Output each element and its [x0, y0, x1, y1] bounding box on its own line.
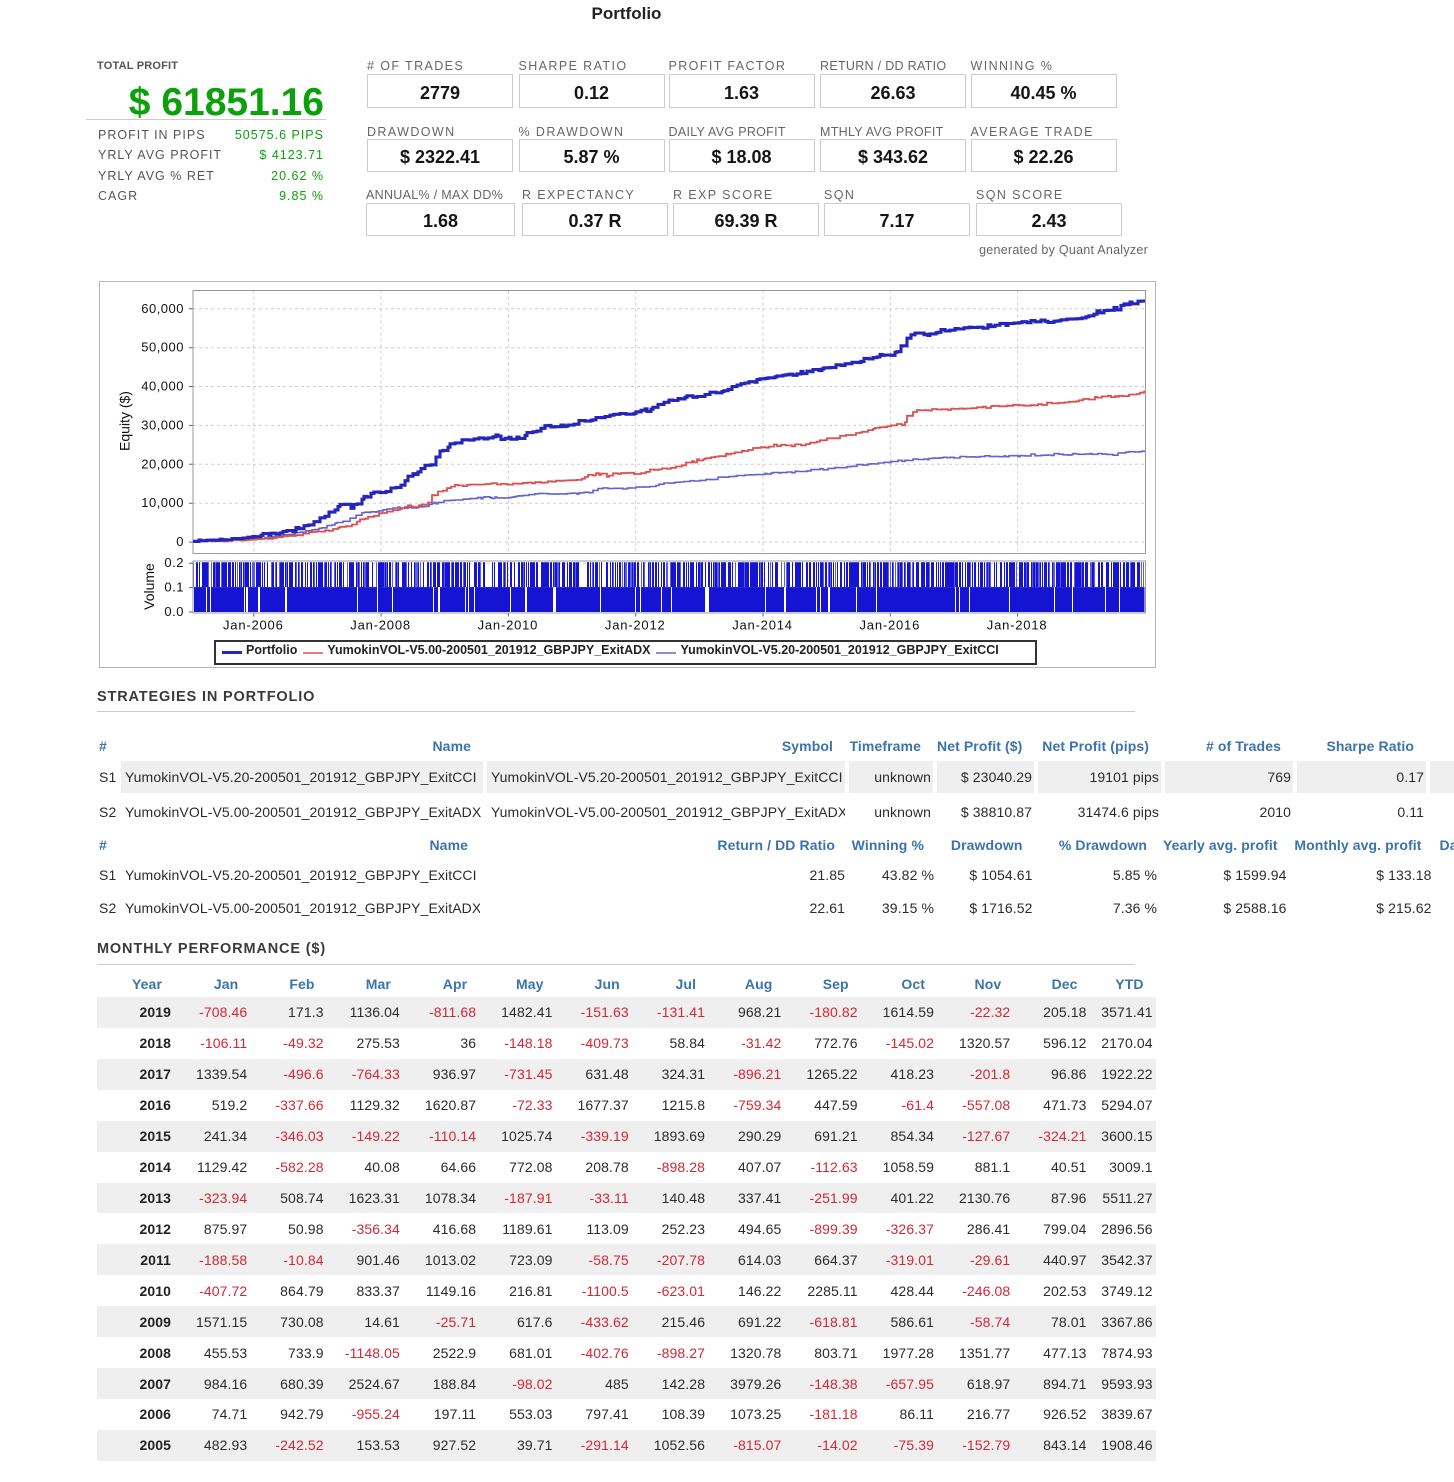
- svg-text:40,000: 40,000: [141, 379, 184, 394]
- svg-text:Jan-2018: Jan-2018: [987, 618, 1048, 633]
- svg-text:Jan-2010: Jan-2010: [478, 618, 539, 633]
- svg-text:Jan-2012: Jan-2012: [605, 618, 666, 633]
- svg-text:20,000: 20,000: [141, 456, 184, 471]
- svg-text:60,000: 60,000: [141, 301, 184, 316]
- svg-text:Jan-2016: Jan-2016: [859, 618, 920, 633]
- svg-text:Jan-2006: Jan-2006: [223, 618, 284, 633]
- svg-text:Equity ($): Equity ($): [117, 391, 133, 451]
- svg-text:0.2: 0.2: [164, 555, 184, 570]
- svg-text:30,000: 30,000: [141, 417, 184, 432]
- svg-text:10,000: 10,000: [141, 495, 184, 510]
- svg-text:Jan-2008: Jan-2008: [350, 618, 411, 633]
- svg-text:0.1: 0.1: [164, 580, 184, 595]
- svg-text:0: 0: [176, 534, 184, 549]
- svg-text:Jan-2014: Jan-2014: [732, 618, 793, 633]
- svg-text:50,000: 50,000: [141, 340, 184, 355]
- svg-text:0.0: 0.0: [164, 604, 184, 619]
- svg-text:Volume: Volume: [141, 563, 157, 610]
